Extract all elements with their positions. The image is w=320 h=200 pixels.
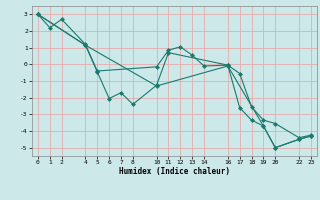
X-axis label: Humidex (Indice chaleur): Humidex (Indice chaleur) bbox=[119, 167, 230, 176]
